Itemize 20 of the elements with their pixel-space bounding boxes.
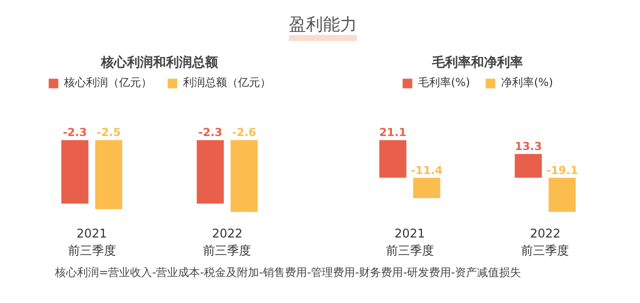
chart-title: 核心利润和利润总额 xyxy=(100,54,219,70)
data-label: -11.4 xyxy=(410,164,443,177)
x-tick-label: 2022 前三季度 xyxy=(521,226,570,258)
data-label: -2.5 xyxy=(96,126,121,140)
chart-title: 毛利率和净利率 xyxy=(431,54,523,70)
legend-label: 核心利润（亿元） xyxy=(64,75,152,90)
data-label: 13.3 xyxy=(514,140,542,154)
data-label: -19.1 xyxy=(546,164,578,177)
data-label: -2.3 xyxy=(62,126,87,140)
text: 盈利能力 xyxy=(289,15,357,41)
data-label: 21.1 xyxy=(379,126,406,140)
legend-label: 利润总额（亿元） xyxy=(183,75,271,90)
legend-label: 净利率(%) xyxy=(501,75,554,90)
x-tick-label: 2021 前三季度 xyxy=(386,226,434,258)
x-tick-label: 2021 前三季度 xyxy=(68,226,116,258)
data-label: -2.3 xyxy=(198,126,222,140)
text: 核心利润=营业收入-营业成本-税金及附加-销售费用-管理费用-财务费用-研发费用-资产减值损失 xyxy=(54,265,522,280)
x-tick-label: 2022 前三季度 xyxy=(203,226,252,258)
legend-label: 毛利率(%) xyxy=(418,75,470,90)
data-label: -2.6 xyxy=(232,126,257,140)
